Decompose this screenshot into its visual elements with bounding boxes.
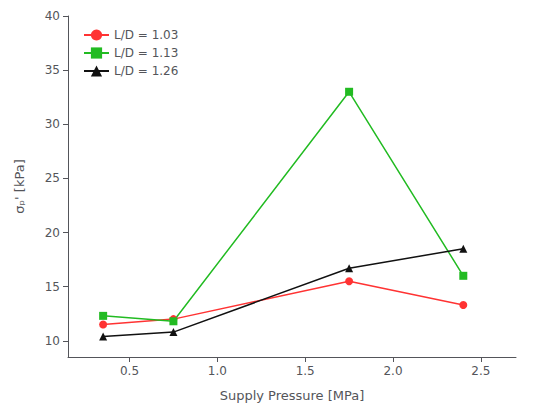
svg-text:10: 10 (45, 334, 60, 348)
svg-text:L/D = 1.26: L/D = 1.26 (114, 64, 178, 78)
svg-text:0.5: 0.5 (120, 364, 139, 378)
svg-text:35: 35 (45, 63, 60, 77)
svg-text:L/D = 1.13: L/D = 1.13 (114, 46, 178, 60)
svg-text:25: 25 (45, 171, 60, 185)
svg-text:Supply Pressure [MPa]: Supply Pressure [MPa] (220, 388, 365, 403)
svg-text:15: 15 (45, 280, 60, 294)
svg-text:L/D = 1.03: L/D = 1.03 (114, 28, 178, 42)
svg-text:20: 20 (45, 226, 60, 240)
svg-text:σₚ' [kPa]: σₚ' [kPa] (12, 159, 27, 213)
svg-text:2.0: 2.0 (383, 364, 402, 378)
svg-text:1.5: 1.5 (296, 364, 315, 378)
svg-text:40: 40 (45, 9, 60, 23)
svg-text:30: 30 (45, 117, 60, 131)
svg-text:1.0: 1.0 (208, 364, 227, 378)
svg-text:2.5: 2.5 (471, 364, 490, 378)
